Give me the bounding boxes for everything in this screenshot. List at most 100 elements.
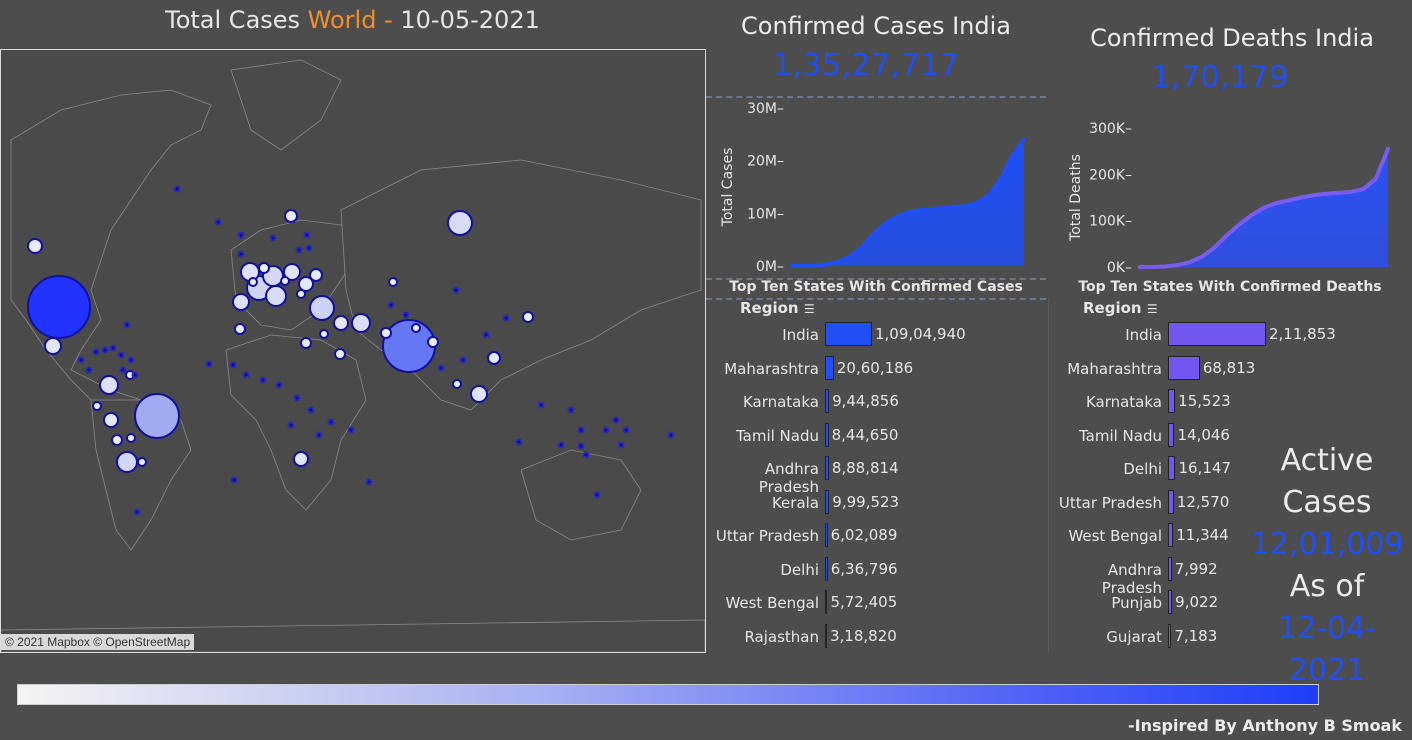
data-point[interactable] (860, 246, 864, 250)
bubble-poland[interactable] (283, 263, 301, 281)
bubble-argentina[interactable] (116, 451, 138, 473)
bubble-brazil[interactable] (134, 393, 180, 439)
bar-row[interactable]: West Bengal 11,344 (1050, 519, 1380, 553)
bubble-india[interactable] (382, 319, 436, 373)
data-point[interactable] (964, 204, 968, 208)
bubble-usa[interactable] (27, 275, 91, 339)
data-point[interactable] (976, 201, 980, 205)
data-point[interactable] (871, 232, 875, 236)
bubble-indonesia[interactable] (470, 385, 488, 403)
bar[interactable] (825, 556, 828, 581)
data-point[interactable] (894, 215, 898, 219)
data-point[interactable] (1138, 265, 1142, 269)
bar-row[interactable]: India 2,11,853 (1050, 318, 1380, 352)
bar-row[interactable]: Tamil Nadu 14,046 (1050, 419, 1380, 453)
data-point[interactable] (1200, 255, 1204, 259)
bar[interactable] (1168, 456, 1176, 480)
data-point[interactable] (1386, 147, 1390, 151)
deaths-bar-chart[interactable]: India 2,11,853 Maharashtra 68,813 Karnataka 1… (1050, 318, 1380, 653)
data-point[interactable] (1022, 138, 1026, 142)
cases-bar-chart[interactable]: India 1,09,04,940 Maharashtra 20,60,186 Karn… (706, 318, 1046, 653)
bubble-ukraine[interactable] (298, 276, 314, 292)
bubble-chile[interactable] (111, 434, 123, 446)
bar[interactable] (825, 590, 828, 614)
bubble-peru[interactable] (103, 412, 119, 428)
deaths-area-chart[interactable]: Total Deaths 0K– 100K– 200K– 300K– (1050, 108, 1400, 278)
data-point[interactable] (790, 264, 794, 268)
bubble-bolivia[interactable] (126, 433, 136, 443)
sort-icon[interactable]: ☰ (803, 302, 815, 316)
bar-row[interactable]: West Bengal 5,72,405 (706, 586, 1046, 620)
bar[interactable] (1168, 556, 1172, 581)
bar-row[interactable]: Kerala 9,99,523 (706, 486, 1046, 520)
data-point[interactable] (883, 222, 887, 226)
bar-row[interactable]: Karnataka 15,523 (1050, 385, 1380, 419)
data-point[interactable] (999, 177, 1003, 181)
data-point[interactable] (987, 193, 991, 197)
bubble-iraq[interactable] (333, 315, 349, 331)
bar[interactable] (1168, 389, 1176, 413)
data-point[interactable] (1374, 177, 1378, 181)
bubble-egypt[interactable] (300, 337, 312, 349)
map-attribution[interactable]: © 2021 Mapbox © OpenStreetMap (1, 634, 195, 650)
bar[interactable] (1168, 590, 1173, 614)
data-point[interactable] (906, 210, 910, 214)
bubble-ecuador[interactable] (92, 401, 102, 411)
world-map[interactable] (0, 49, 706, 653)
data-point[interactable] (1274, 201, 1278, 205)
data-point[interactable] (813, 264, 817, 268)
data-point[interactable] (1312, 193, 1316, 197)
data-point[interactable] (1225, 233, 1229, 237)
bubble-bangladesh[interactable] (427, 336, 439, 348)
bubble-mexico[interactable] (44, 337, 62, 355)
cases-region-header[interactable]: Region ☰ (740, 299, 815, 317)
data-point[interactable] (825, 262, 829, 266)
bar[interactable] (825, 523, 828, 547)
data-point[interactable] (1237, 222, 1241, 226)
bar-row[interactable]: Andhra Pradesh 8,88,814 (706, 452, 1046, 496)
bar[interactable] (1168, 322, 1266, 346)
bubble-nepal[interactable] (411, 323, 421, 333)
data-point[interactable] (1250, 213, 1254, 217)
data-point[interactable] (1150, 265, 1154, 269)
data-point[interactable] (918, 208, 922, 212)
data-point[interactable] (802, 264, 806, 268)
bar-row[interactable]: Uttar Pradesh 12,570 (1050, 486, 1380, 520)
area-series[interactable] (792, 139, 1024, 266)
bubble-malaysia[interactable] (452, 379, 462, 389)
bar-row[interactable]: Maharashtra 68,813 (1050, 352, 1380, 386)
bar-row[interactable]: Andhra Pradesh 7,992 (1050, 553, 1380, 597)
bubble-italy[interactable] (265, 285, 287, 307)
bubble-sweden[interactable] (284, 209, 298, 223)
bubble-russia[interactable] (447, 210, 473, 236)
data-point[interactable] (1349, 190, 1353, 194)
color-legend-bar[interactable] (17, 684, 1319, 705)
bar[interactable] (1168, 623, 1172, 648)
data-point[interactable] (1175, 263, 1179, 267)
bubble-spain[interactable] (232, 293, 250, 311)
bubble-kazakhstan[interactable] (388, 277, 398, 287)
bubble-czech[interactable] (280, 276, 290, 286)
bar[interactable] (1168, 355, 1200, 380)
deaths-region-header[interactable]: Region ☰ (1083, 299, 1158, 317)
bubble-canada[interactable] (27, 238, 43, 254)
bar-row[interactable]: Rajasthan 3,18,820 (706, 620, 1046, 654)
bubble-japan[interactable] (522, 311, 534, 323)
bar-row[interactable]: Tamil Nadu 8,44,650 (706, 419, 1046, 453)
data-point[interactable] (1361, 187, 1365, 191)
bar[interactable] (825, 322, 872, 346)
data-point[interactable] (1299, 196, 1303, 199)
bar-row[interactable]: Uttar Pradesh 6,02,089 (706, 519, 1046, 553)
data-point[interactable] (952, 205, 956, 209)
bar-row[interactable]: Gujarat 7,183 (1050, 620, 1380, 654)
data-point[interactable] (1188, 260, 1192, 264)
sort-icon[interactable]: ☰ (1146, 302, 1158, 316)
bubble-belgium[interactable] (248, 277, 258, 287)
data-point[interactable] (1010, 153, 1014, 157)
bar[interactable] (1168, 523, 1174, 547)
bar-row[interactable]: Delhi 16,147 (1050, 452, 1380, 486)
bar-row[interactable]: Punjab 9,022 (1050, 586, 1380, 620)
bar[interactable] (1168, 489, 1174, 514)
data-point[interactable] (941, 206, 945, 210)
data-point[interactable] (1336, 191, 1340, 195)
